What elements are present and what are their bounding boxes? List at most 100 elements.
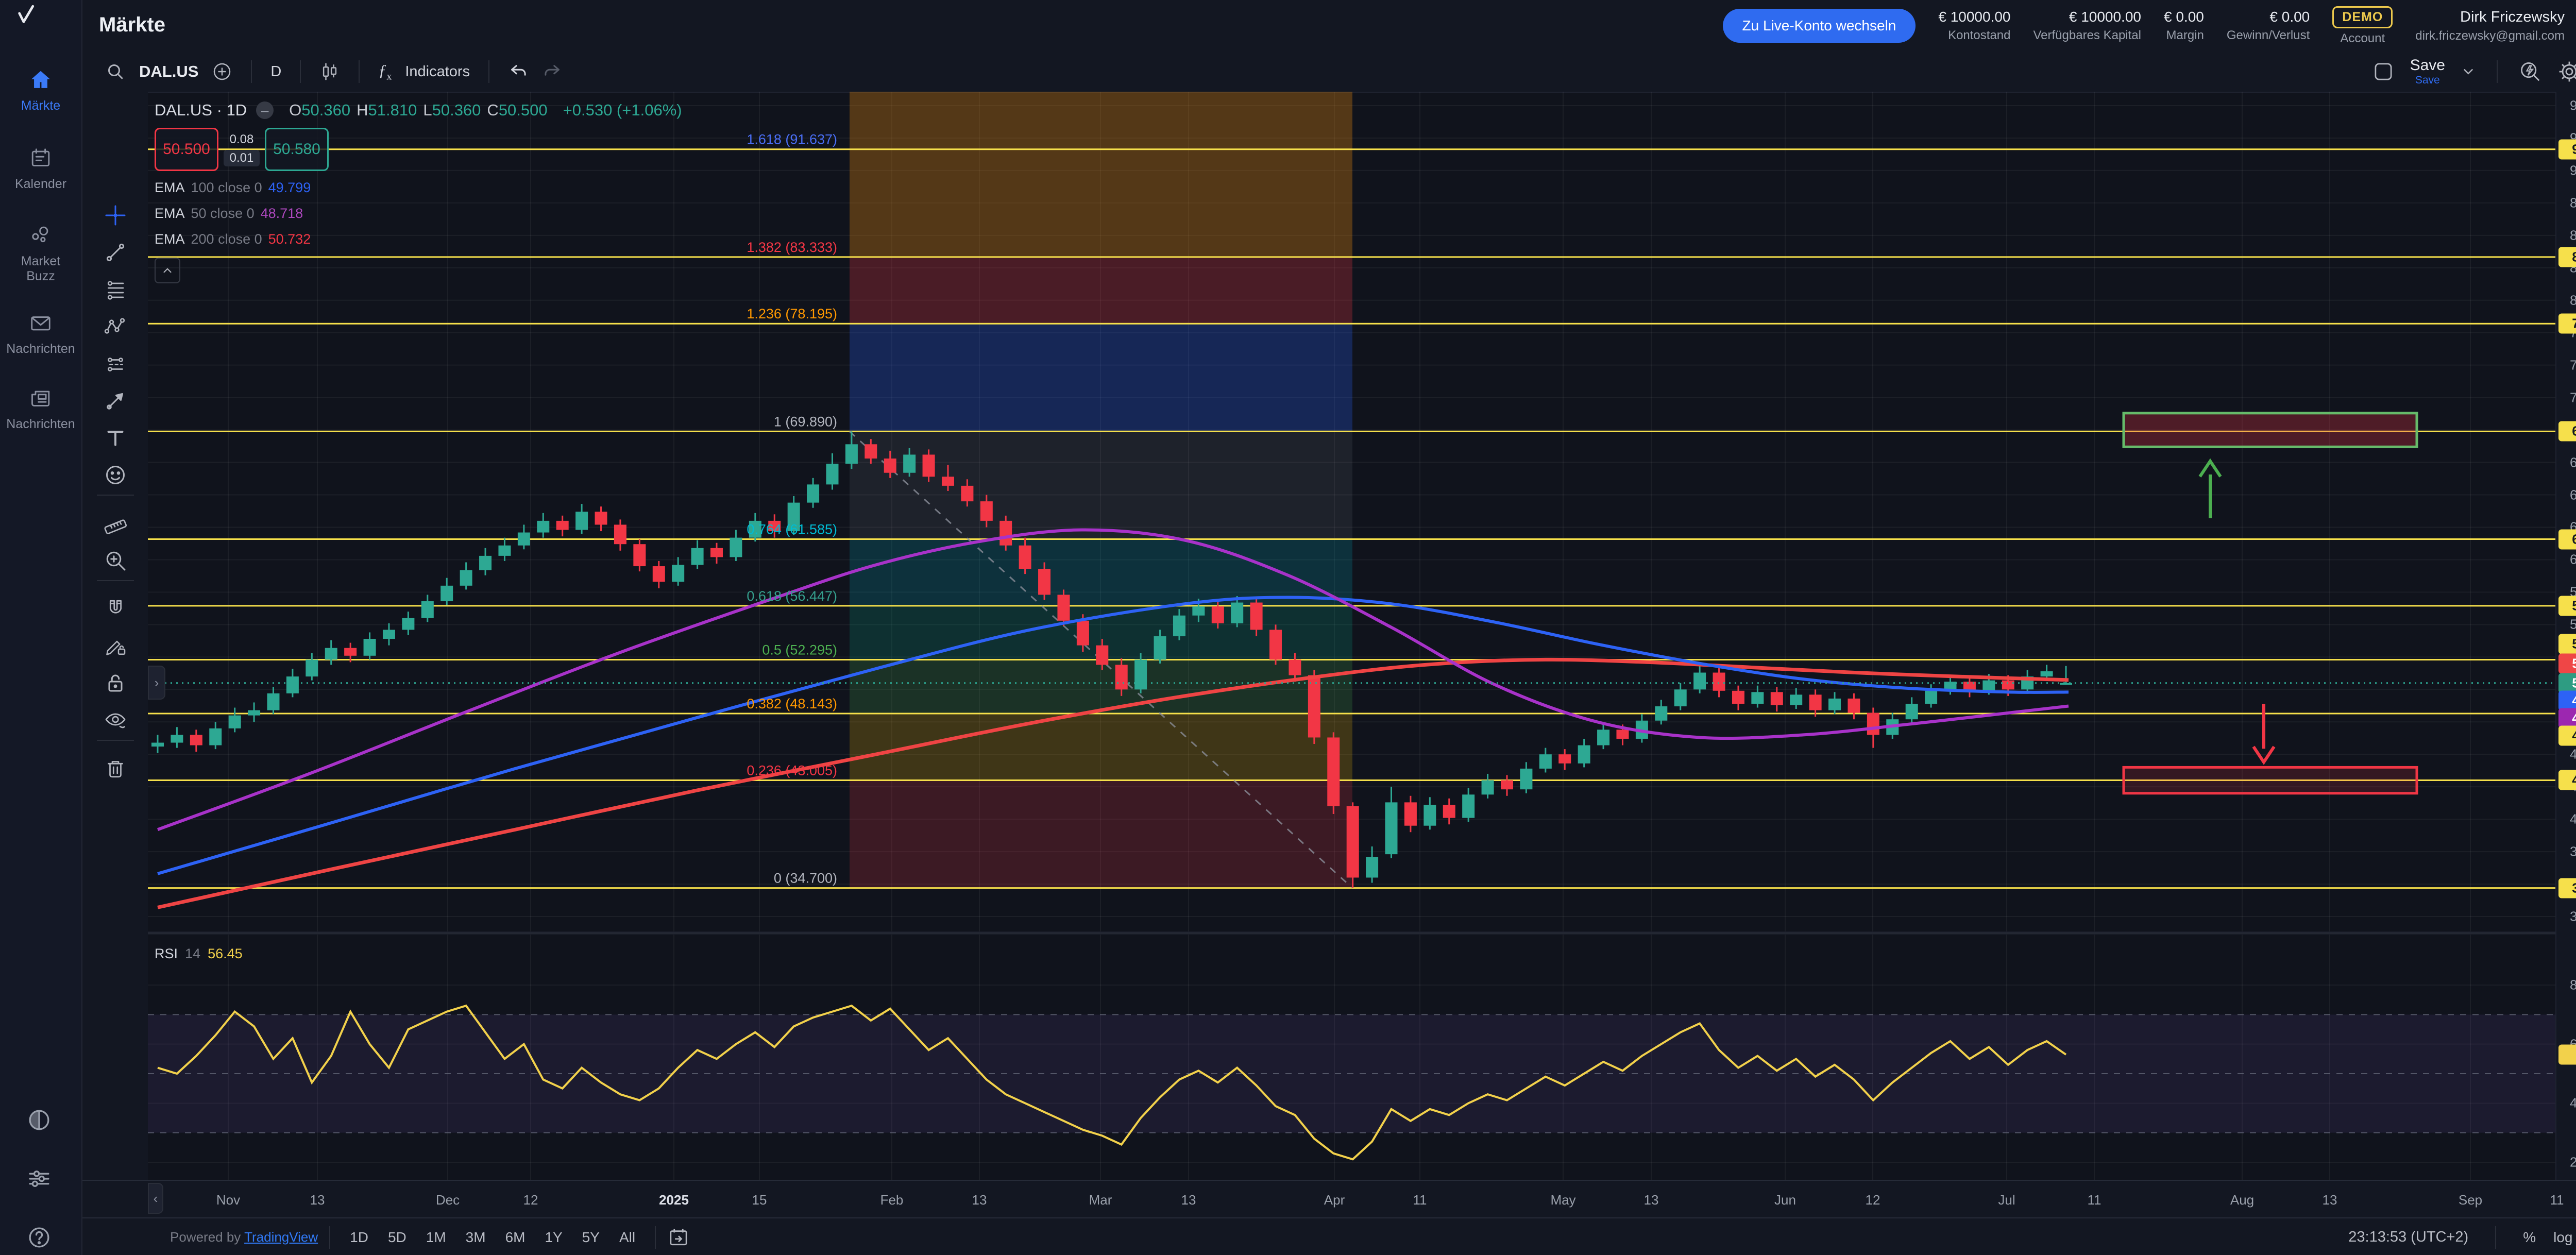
hide-drawings-icon[interactable] xyxy=(103,708,128,733)
legend-symbol[interactable]: DAL.US · 1D xyxy=(155,101,247,119)
emoji-icon[interactable] xyxy=(103,463,128,487)
drawing-sync-icon[interactable] xyxy=(103,634,128,658)
buy-button[interactable]: 50.580 xyxy=(265,128,329,171)
sidebar-item-label: Nachrichten xyxy=(6,342,75,356)
save-button[interactable]: Save Save xyxy=(2410,57,2445,86)
price-badge-52.295: 52.295 xyxy=(2558,634,2576,654)
range-button-5d[interactable]: 5D xyxy=(387,1229,406,1245)
text-tool-icon[interactable] xyxy=(103,426,128,450)
price-badge-48.143: 48.143 xyxy=(2558,725,2576,746)
layout-select-icon[interactable] xyxy=(2372,60,2395,83)
watchlist-expander-handle[interactable]: › xyxy=(148,666,165,700)
tradingview-link[interactable]: TradingView xyxy=(244,1229,318,1245)
compare-add-icon[interactable] xyxy=(212,61,232,82)
trend-line-icon[interactable] xyxy=(103,240,128,265)
powered-by: Powered by TradingView xyxy=(170,1229,318,1245)
time-axis-label: Jun xyxy=(1774,1192,1796,1208)
zoom-in-icon[interactable] xyxy=(103,548,128,573)
magnet-icon[interactable] xyxy=(103,597,128,621)
app-logo-icon[interactable] xyxy=(14,4,37,27)
time-axis-label: Dec xyxy=(435,1192,460,1208)
range-button-1y[interactable]: 1Y xyxy=(545,1229,563,1245)
arrow-marker-icon[interactable] xyxy=(103,388,128,413)
crosshair-icon[interactable] xyxy=(103,203,128,228)
contrast-icon[interactable] xyxy=(26,1107,53,1133)
chart-type-candles-icon[interactable] xyxy=(319,61,340,82)
price-badge-78.195: 78.195 xyxy=(2558,313,2576,334)
rsi-legend[interactable]: RSI 14 56.45 xyxy=(155,946,243,962)
chart-toolbar: DAL.US D ƒx Indicators xyxy=(82,52,2576,93)
range-button-6m[interactable]: 6M xyxy=(505,1229,526,1245)
settings-gear-icon[interactable] xyxy=(2557,60,2576,83)
toolbar-separator xyxy=(97,495,134,496)
indicators-button[interactable]: Indicators xyxy=(405,63,470,80)
toolbar-separator xyxy=(97,580,134,581)
pane-expander-handle[interactable]: ‹ xyxy=(148,1183,163,1214)
price-badge-43.005: 43.005 xyxy=(2558,770,2576,790)
undo-icon[interactable] xyxy=(508,61,529,82)
ruler-icon[interactable] xyxy=(103,511,128,536)
save-menu-chevron-icon[interactable] xyxy=(2461,64,2476,79)
ohlc-c: C50.500 xyxy=(487,101,548,119)
lock-drawings-icon[interactable] xyxy=(103,671,128,696)
scale-button-percent[interactable]: % xyxy=(2523,1229,2536,1245)
time-axis-label: 13 xyxy=(1181,1192,1196,1208)
sliders-icon[interactable] xyxy=(26,1165,53,1192)
indicator-row-ema-100[interactable]: EMA 100 close 0 49.799 xyxy=(155,178,682,197)
help-icon[interactable] xyxy=(26,1224,53,1251)
legend-collapse-button[interactable] xyxy=(155,258,180,283)
price-axis[interactable]: 95.00092.50090.00087.50085.00082.50080.0… xyxy=(2555,92,2576,1180)
time-axis[interactable]: Nov 13 Dec 12 2025 15 Feb 13 Mar 13 Apr 11 May 13 Jun 1… xyxy=(82,1180,2576,1218)
range-button-3m[interactable]: 3M xyxy=(465,1229,486,1245)
switch-to-live-account-button[interactable]: Zu Live-Konto wechseln xyxy=(1722,9,1916,43)
interval-button[interactable]: D xyxy=(270,63,282,80)
sidebar-item-nachrichten[interactable]: Nachrichten xyxy=(0,311,81,357)
quick-search-icon[interactable] xyxy=(2518,60,2542,83)
indicator-params: 100 close 0 xyxy=(191,179,262,195)
time-axis-label: May xyxy=(1550,1192,1576,1208)
range-button-5y[interactable]: 5Y xyxy=(582,1229,600,1245)
indicators-fx-icon[interactable]: ƒx xyxy=(378,60,392,82)
page-title: Märkte xyxy=(99,13,165,36)
support-zone xyxy=(2122,766,2418,795)
price-axis-tick: 65.000 xyxy=(2570,487,2576,503)
delete-drawings-icon[interactable] xyxy=(103,756,128,781)
price-chart-canvas[interactable]: 1.618 (91.637) 1.382 (83.333) 1.236 (78.19… xyxy=(148,92,2557,1180)
indicator-row-ema-50[interactable]: EMA 50 close 0 48.718 xyxy=(155,204,682,223)
symbol-flag-icon[interactable]: – xyxy=(256,101,274,119)
stat-label: Verfügbares Kapital xyxy=(2033,28,2141,42)
parallel-channel-icon[interactable] xyxy=(103,351,128,376)
account-label: Account xyxy=(2340,31,2385,45)
indicator-params: 200 close 0 xyxy=(191,231,262,247)
range-button-1m[interactable]: 1M xyxy=(426,1229,446,1245)
sell-button[interactable]: 50.500 xyxy=(155,128,218,171)
bottom-toolbar: Powered by TradingView 1D 5D 1M 3M 6M 1Y 5Y All… xyxy=(82,1217,2576,1255)
stat-label: Kontostand xyxy=(1948,28,2011,42)
price-axis-tick: 60.000 xyxy=(2570,551,2576,567)
scale-button-log[interactable]: log xyxy=(2553,1229,2573,1245)
clock[interactable]: 23:13:53 (UTC+2) xyxy=(2348,1229,2469,1245)
sidebar-item-market-buzz[interactable]: Market Buzz xyxy=(0,224,81,284)
ema-100-line xyxy=(157,596,2069,875)
fib-label: 0.764 (61.585) xyxy=(747,522,837,537)
price-axis-tick: 72.500 xyxy=(2570,389,2576,405)
redo-icon[interactable] xyxy=(542,61,563,82)
fib-lines-icon[interactable] xyxy=(103,277,128,302)
calendar-icon xyxy=(29,146,53,173)
spread-pips: 0.01 xyxy=(223,150,260,166)
range-button-all[interactable]: All xyxy=(619,1229,636,1245)
fib-label: 0.236 (43.005) xyxy=(747,762,837,778)
xabcd-pattern-icon[interactable] xyxy=(103,314,128,339)
price-badge-91.637: 91.637 xyxy=(2558,139,2576,160)
indicator-row-ema-200[interactable]: EMA 200 close 0 50.732 xyxy=(155,230,682,248)
stat-value: € 10000.00 xyxy=(1938,9,2011,25)
sidebar-item-märkte[interactable]: Märkte xyxy=(0,68,81,113)
symbol-search-icon[interactable] xyxy=(105,61,126,82)
symbol-search-button[interactable]: DAL.US xyxy=(139,62,199,80)
go-to-date-icon[interactable] xyxy=(667,1226,690,1249)
sidebar-item-kalender[interactable]: Kalender xyxy=(0,146,81,192)
ohlc-change: +0.530 (+1.06%) xyxy=(563,101,682,119)
sidebar: Märkte Kalender Market Buzz Nachrichten Nachr… xyxy=(0,0,82,1255)
sidebar-item-nachrichten[interactable]: Nachrichten xyxy=(0,386,81,432)
range-button-1d[interactable]: 1D xyxy=(350,1229,368,1245)
